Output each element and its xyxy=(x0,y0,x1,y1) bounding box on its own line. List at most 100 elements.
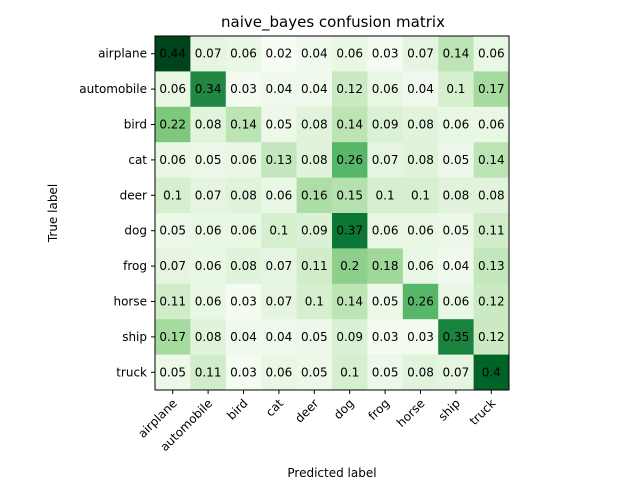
cell-value-label: 0.17 xyxy=(478,82,505,96)
cell-value-label: 0.07 xyxy=(443,365,470,379)
cell-value-label: 0.03 xyxy=(372,47,399,61)
cell-value-label: 0.07 xyxy=(372,153,399,167)
y-tick-label: horse xyxy=(113,295,147,309)
x-axis-label: Predicted label xyxy=(287,466,376,480)
cell-value-label: 0.08 xyxy=(230,188,257,202)
cell-value-label: 0.04 xyxy=(407,82,434,96)
y-tick-label: deer xyxy=(120,188,147,202)
cell-value-label: 0.05 xyxy=(301,365,328,379)
cell-value-label: 0.26 xyxy=(407,295,434,309)
cell-value-label: 0.37 xyxy=(336,224,363,238)
cell-value-label: 0.05 xyxy=(159,365,186,379)
cell-value-label: 0.03 xyxy=(372,330,399,344)
cell-value-label: 0.11 xyxy=(159,295,186,309)
cell-value-label: 0.1 xyxy=(446,82,465,96)
cell-value-label: 0.06 xyxy=(266,365,293,379)
cell-value-label: 0.12 xyxy=(336,82,363,96)
cell-value-label: 0.26 xyxy=(336,153,363,167)
cell-value-label: 0.07 xyxy=(266,295,293,309)
y-tick-label: dog xyxy=(124,224,147,238)
cell-value-label: 0.05 xyxy=(372,365,399,379)
cell-value-label: 0.03 xyxy=(230,82,257,96)
cell-value-label: 0.08 xyxy=(230,259,257,273)
cell-value-label: 0.12 xyxy=(478,330,505,344)
cell-value-label: 0.06 xyxy=(266,188,293,202)
x-tick-label: frog xyxy=(365,396,392,423)
cell-value-label: 0.08 xyxy=(301,118,328,132)
cell-value-label: 0.08 xyxy=(195,330,222,344)
cell-value-label: 0.14 xyxy=(230,118,257,132)
cell-value-label: 0.07 xyxy=(266,259,293,273)
x-tick-label: bird xyxy=(224,396,250,422)
x-tick-label: cat xyxy=(263,396,286,419)
x-axis-ticks: airplaneautomobile bird cat deer dog frog hors… xyxy=(135,390,498,454)
cell-value-label: 0.04 xyxy=(266,330,293,344)
cell-value-label: 0.1 xyxy=(305,295,324,309)
x-tick-label: horse xyxy=(394,396,428,430)
y-tick-label: bird xyxy=(124,118,147,132)
chart-title: naive_bayes confusion matrix xyxy=(221,13,445,32)
cell-value-label: 0.14 xyxy=(336,118,363,132)
y-tick-label: automobile xyxy=(79,82,147,96)
x-tick-label: deer xyxy=(292,396,321,425)
cell-value-label: 0.05 xyxy=(195,153,222,167)
cell-value-label: 0.06 xyxy=(407,259,434,273)
cell-value-label: 0.1 xyxy=(269,224,288,238)
cell-value-label: 0.11 xyxy=(301,259,328,273)
cell-value-label: 0.06 xyxy=(372,82,399,96)
cell-value-label: 0.06 xyxy=(159,153,186,167)
cell-value-label: 0.13 xyxy=(478,259,505,273)
y-axis-ticks: airplane automobile bird cat deer dog frog hors… xyxy=(79,47,155,380)
cell-value-label: 0.07 xyxy=(159,259,186,273)
cell-value-label: 0.07 xyxy=(407,47,434,61)
cell-value-label: 0.14 xyxy=(443,47,470,61)
cell-value-label: 0.03 xyxy=(230,295,257,309)
cell-value-label: 0.04 xyxy=(443,259,470,273)
cell-value-label: 0.04 xyxy=(230,330,257,344)
cell-value-label: 0.06 xyxy=(195,259,222,273)
cell-value-label: 0.06 xyxy=(195,224,222,238)
cell-value-label: 0.06 xyxy=(443,295,470,309)
cell-value-label: 0.1 xyxy=(340,365,359,379)
cell-value-label: 0.4 xyxy=(482,365,501,379)
cell-value-label: 0.06 xyxy=(478,118,505,132)
y-tick-label: truck xyxy=(116,365,147,379)
cell-value-label: 0.07 xyxy=(195,47,222,61)
cell-value-label: 0.06 xyxy=(407,224,434,238)
cell-value-label: 0.12 xyxy=(478,295,505,309)
cell-value-label: 0.04 xyxy=(266,82,293,96)
cell-value-label: 0.06 xyxy=(372,224,399,238)
y-tick-label: ship xyxy=(122,330,147,344)
cell-value-label: 0.06 xyxy=(478,47,505,61)
cell-value-label: 0.08 xyxy=(301,153,328,167)
cell-value-label: 0.04 xyxy=(301,82,328,96)
cell-value-label: 0.44 xyxy=(159,47,186,61)
cell-value-label: 0.09 xyxy=(336,330,363,344)
cell-value-label: 0.07 xyxy=(195,188,222,202)
cell-value-label: 0.14 xyxy=(478,153,505,167)
y-tick-label: airplane xyxy=(98,47,147,61)
x-tick-label: ship xyxy=(436,396,463,423)
cell-value-label: 0.35 xyxy=(443,330,470,344)
cell-value-label: 0.06 xyxy=(230,47,257,61)
y-axis-label: True label xyxy=(46,184,60,243)
cell-value-label: 0.08 xyxy=(478,188,505,202)
cell-value-label: 0.06 xyxy=(230,153,257,167)
cell-value-label: 0.09 xyxy=(301,224,328,238)
cell-value-label: 0.05 xyxy=(266,118,293,132)
cell-value-label: 0.08 xyxy=(407,365,434,379)
cell-value-label: 0.13 xyxy=(266,153,293,167)
cell-value-label: 0.03 xyxy=(407,330,434,344)
cell-value-label: 0.05 xyxy=(443,224,470,238)
cell-value-label: 0.17 xyxy=(159,330,186,344)
cell-value-label: 0.09 xyxy=(372,118,399,132)
y-tick-label: frog xyxy=(123,259,147,273)
cell-value-label: 0.14 xyxy=(336,295,363,309)
x-tick-label: dog xyxy=(331,396,357,422)
y-tick-label: cat xyxy=(128,153,147,167)
cell-value-label: 0.06 xyxy=(195,295,222,309)
cell-value-label: 0.04 xyxy=(301,47,328,61)
x-tick-label: truck xyxy=(467,396,499,428)
cell-value-label: 0.08 xyxy=(443,188,470,202)
